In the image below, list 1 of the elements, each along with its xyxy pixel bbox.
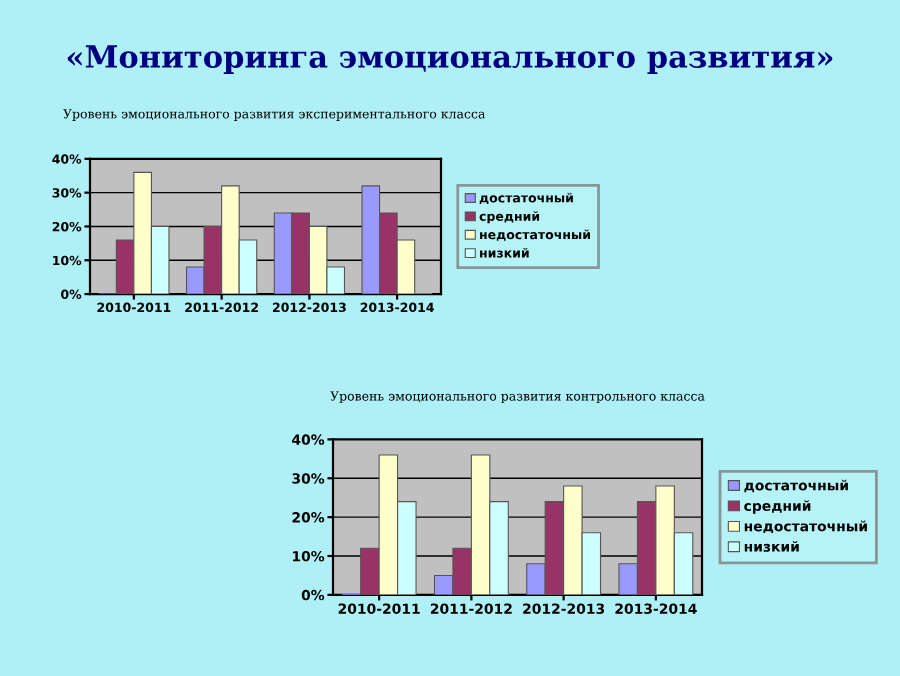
chart-title: «Мониторинга эмоционального развития»	[67, 45, 833, 74]
